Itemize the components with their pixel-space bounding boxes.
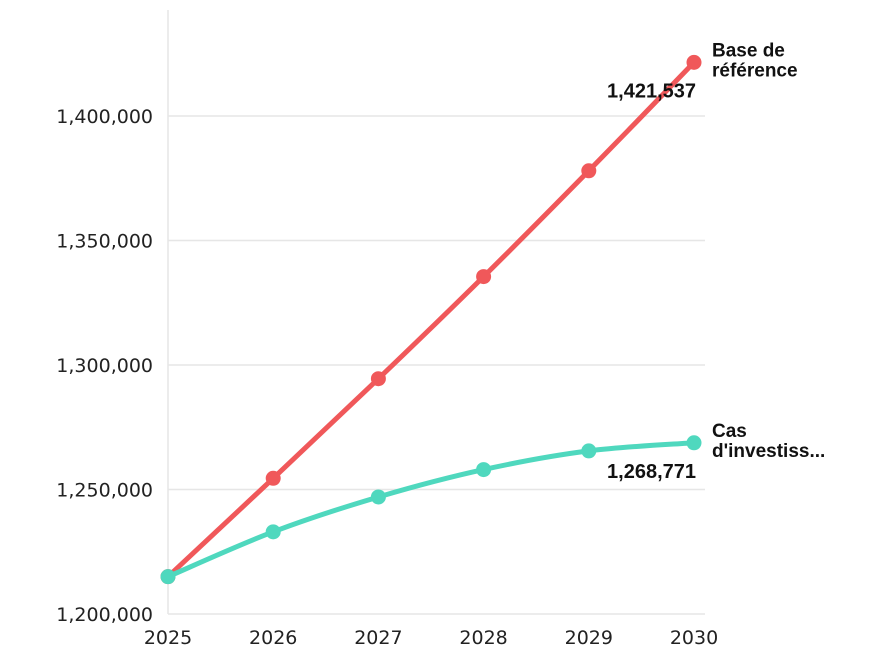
gridlines bbox=[168, 115, 705, 615]
x-tick-label: 2025 bbox=[144, 627, 192, 649]
x-tick-label: 2027 bbox=[354, 627, 402, 649]
end-value-label: 1,268,771 bbox=[607, 461, 696, 483]
series-line-0 bbox=[165, 59, 697, 580]
data-point[interactable] bbox=[370, 371, 386, 387]
y-tick-label: 1,300,000 bbox=[56, 355, 153, 377]
y-tick-label: 1,250,000 bbox=[56, 480, 153, 502]
data-point[interactable] bbox=[265, 470, 281, 486]
data-point[interactable] bbox=[686, 54, 702, 70]
x-tick-label: 2026 bbox=[249, 627, 297, 649]
series-name-label: d'investiss... bbox=[712, 441, 825, 462]
series-name-label: référence bbox=[712, 60, 798, 81]
series-lines bbox=[160, 54, 702, 585]
series-line-1 bbox=[165, 440, 697, 580]
end-value-label: 1,421,537 bbox=[607, 80, 696, 102]
data-point[interactable] bbox=[265, 524, 281, 540]
data-point[interactable] bbox=[160, 569, 176, 585]
data-point[interactable] bbox=[370, 489, 386, 505]
y-tick-label: 1,200,000 bbox=[56, 604, 153, 626]
x-tick-label: 2028 bbox=[459, 627, 507, 649]
data-point[interactable] bbox=[581, 163, 597, 179]
data-point[interactable] bbox=[686, 435, 702, 451]
y-tick-label: 1,400,000 bbox=[56, 106, 153, 128]
axes: 1,200,000 1,250,000 1,300,000 1,350,000 1,40… bbox=[56, 10, 718, 649]
data-point[interactable] bbox=[581, 443, 597, 459]
y-tick-label: 1,350,000 bbox=[56, 231, 153, 253]
series-name-label: Base de bbox=[712, 40, 785, 61]
series-name-label: Cas bbox=[712, 421, 747, 442]
x-tick-label: 2029 bbox=[565, 627, 613, 649]
x-tick-label: 2030 bbox=[670, 627, 718, 649]
data-point[interactable] bbox=[476, 462, 492, 478]
data-point[interactable] bbox=[476, 269, 492, 285]
